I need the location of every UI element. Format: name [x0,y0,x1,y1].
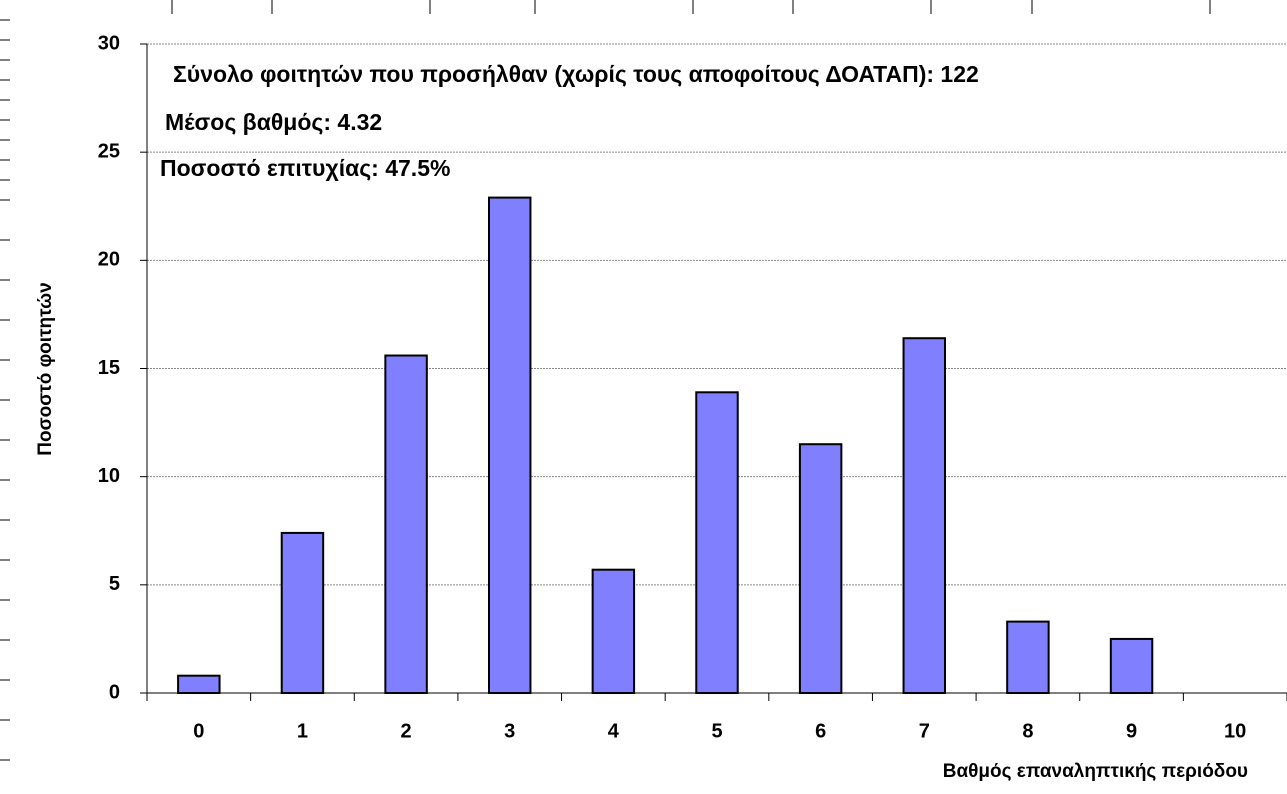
x-axis-label: Βαθμός επαναληπτικής περιόδου [943,761,1248,782]
sheet-cells [0,0,1211,761]
y-tick-label: 20 [98,249,120,271]
y-tick-label: 15 [98,357,120,379]
y-tick-label: 0 [109,681,120,703]
x-tick-label: 5 [711,720,722,742]
x-tick-label: 10 [1224,720,1246,742]
x-tick-label: 6 [815,720,826,742]
bar [1109,637,1154,695]
x-tick-label: 3 [504,720,515,742]
annotation: Σύνολο φοιτητών που προσήλθαν (χωρίς του… [173,61,979,87]
y-tick-label: 10 [98,465,120,487]
y-axis-label: Ποσοστό φοιτητών [35,282,56,455]
bar [902,337,947,694]
annotation: Ποσοστό επιτυχίας: 47.5% [160,155,450,181]
bar [280,531,325,694]
y-tick-label: 30 [98,32,120,54]
x-tick-label: 9 [1126,720,1137,742]
bar [488,196,532,694]
x-tick-label: 0 [193,720,204,742]
y-tick-label: 25 [98,140,120,162]
bar [695,391,739,694]
x-tick-label: 8 [1022,720,1033,742]
bar [591,568,636,694]
bar [1006,620,1050,694]
annotation: Μέσος βαθμός: 4.32 [165,109,382,135]
bar [177,674,221,695]
x-tick-label: 7 [919,720,930,742]
x-tick-label: 4 [608,720,620,742]
bar [384,354,428,694]
y-tick-label: 5 [109,573,120,595]
x-tick-label: 1 [297,720,308,742]
bar [798,443,843,695]
x-tick-label: 2 [401,720,412,742]
